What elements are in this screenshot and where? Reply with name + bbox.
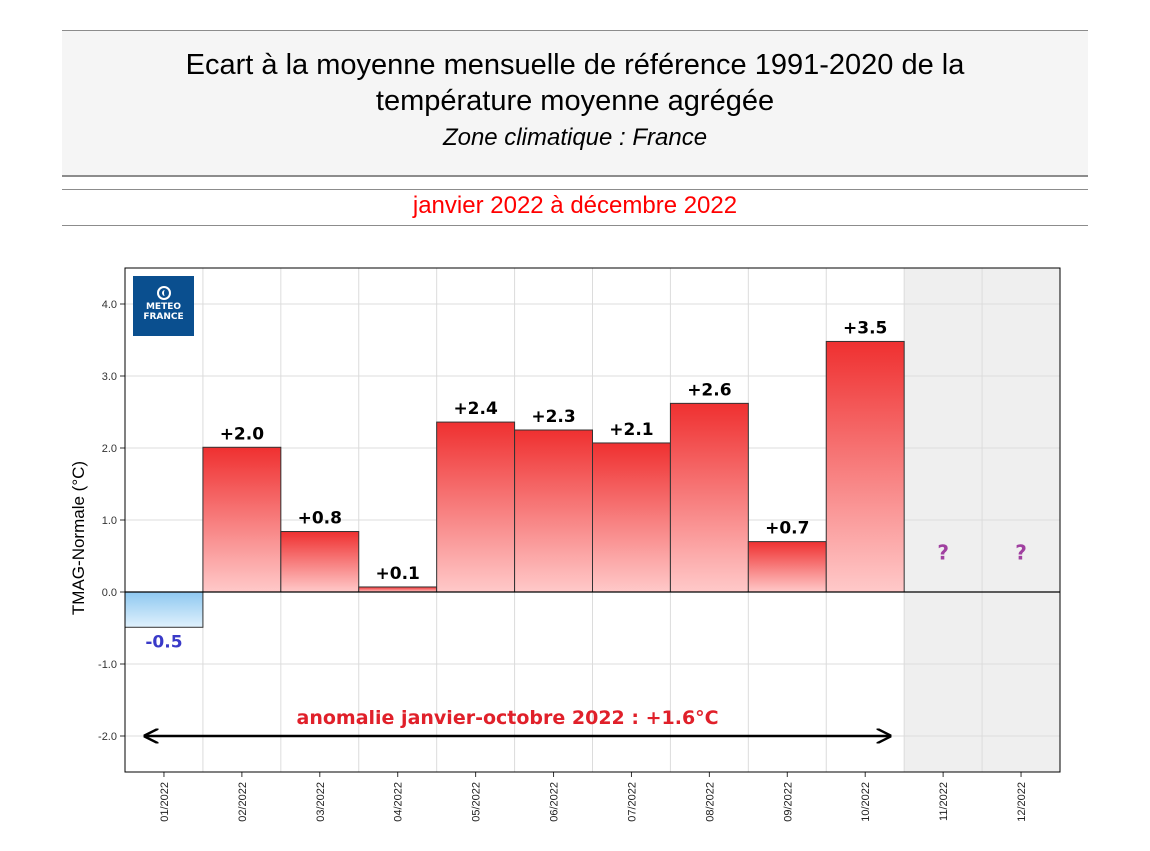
y-tick-label: -1.0 [98, 659, 117, 671]
x-tick-label: 04/2022 [393, 782, 405, 822]
data-label: +3.5 [843, 318, 887, 338]
data-label: -0.5 [145, 632, 182, 652]
bar-03/2022 [280, 531, 360, 593]
bar-09/2022 [747, 541, 827, 593]
data-label: +2.1 [609, 420, 653, 440]
title-panel: Ecart à la moyenne mensuelle de référenc… [62, 30, 1088, 176]
bar-05/2022 [436, 421, 516, 593]
x-tick-label: 03/2022 [315, 782, 327, 822]
chart-subtitle: Zone climatique : France [442, 124, 708, 151]
x-tick-label: 05/2022 [471, 782, 483, 822]
divider [62, 176, 1088, 177]
bar-06/2022 [514, 429, 593, 593]
chart-title-line-1: Ecart à la moyenne mensuelle de référenc… [185, 49, 965, 81]
x-tick-label: 01/2022 [159, 782, 171, 822]
data-label: +2.3 [531, 407, 575, 427]
y-tick-label: -2.0 [98, 731, 117, 743]
y-tick-label: 4.0 [102, 299, 117, 311]
x-tick-label: 09/2022 [782, 782, 794, 822]
y-tick-label: 3.0 [102, 371, 117, 383]
data-label: +2.0 [220, 424, 265, 444]
y-tick-label: 1.0 [102, 515, 117, 527]
data-label: +2.4 [453, 399, 498, 419]
bar-04/2022 [358, 586, 438, 593]
meteo-france-logo-icon: METEO FRANCE [133, 276, 194, 336]
bar-01/2022 [124, 591, 204, 628]
unknown-value-label: ? [1015, 541, 1027, 565]
bar-07/2022 [592, 442, 671, 593]
x-tick-label: 02/2022 [237, 782, 249, 822]
unknown-value-label: ? [937, 541, 949, 565]
bar-08/2022 [669, 402, 749, 593]
y-tick-label: 0.0 [102, 587, 117, 599]
period-panel: janvier 2022 à décembre 2022 [62, 189, 1088, 226]
annotation-text: anomalie janvier-octobre 2022 : +1.6°C [297, 707, 719, 729]
x-tick-label: 10/2022 [860, 782, 872, 822]
plot-frame [124, 267, 1061, 773]
bar-10/2022 [825, 340, 905, 593]
x-tick-label: 06/2022 [549, 782, 561, 822]
x-tick-label: 07/2022 [626, 782, 638, 822]
data-label: +0.7 [765, 519, 809, 539]
x-tick-label: 11/2022 [938, 782, 950, 821]
x-tick-label: 12/2022 [1016, 782, 1028, 822]
x-tick-label: 08/2022 [704, 782, 716, 822]
chart-title-line-2: température moyenne agrégée [375, 85, 775, 117]
data-label: +2.6 [687, 380, 731, 400]
bar-02/2022 [202, 446, 282, 593]
y-tick-label: 2.0 [102, 443, 117, 455]
data-label: +0.8 [298, 509, 342, 529]
data-label: +0.1 [376, 564, 420, 584]
logo-text-line-2: FRANCE [143, 312, 184, 322]
period-label: janvier 2022 à décembre 2022 [412, 192, 738, 219]
logo-symbol-icon [156, 286, 171, 300]
y-axis-label: TMAG-Normale (°C) [69, 461, 88, 615]
logo-text-line-1: METEO [145, 302, 182, 312]
